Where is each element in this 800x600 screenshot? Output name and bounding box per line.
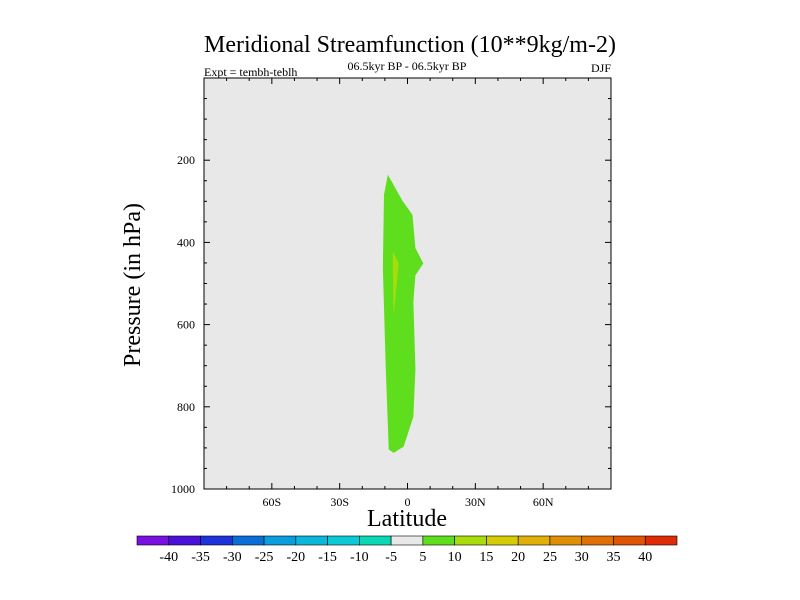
colorbar-swatch [486,535,519,546]
colorbar-label: -5 [385,550,397,565]
colorbar-swatch [359,535,392,546]
y-tick-label: 1000 [171,482,195,496]
colorbar-swatch [517,535,551,546]
colorbar-label: -15 [318,550,337,565]
x-tick-label: 60S [262,495,281,509]
y-tick-label: 400 [177,235,195,249]
colorbar-swatch [390,535,424,546]
colorbar-swatch [168,535,201,546]
colorbar-label: 5 [419,550,426,565]
contour-region-0 [382,174,424,453]
x-tick-label: 60N [533,495,554,509]
experiment-label: Expt = tembh-teblh [204,65,297,79]
colorbar-label: -30 [223,550,242,565]
period-label: 06.5kyr BP - 06.5kyr BP [348,59,467,73]
colorbar-label: 10 [448,550,462,565]
y-tick-label: 600 [177,318,195,332]
colorbar-swatch [200,535,233,546]
colorbar-label: -10 [350,550,369,565]
colorbar-label: 15 [479,550,493,565]
contour-region-1 [392,251,399,316]
colorbar-swatch [263,535,297,546]
colorbar-swatch [644,535,678,546]
chart-title: Meridional Streamfunction (10**9kg/m-2) [204,32,616,58]
colorbar-label: 20 [511,550,525,565]
colorbar-label: 30 [575,550,589,565]
colorbar-swatch [136,535,170,546]
colorbar-swatch [549,535,583,546]
colorbar-label: 40 [638,550,652,565]
colorbar-swatch [581,535,614,546]
colorbar-label: -40 [159,550,178,565]
colorbar-label: -25 [255,550,274,565]
colorbar-swatch [613,535,646,546]
colorbar-swatch [327,535,360,546]
colorbar-swatch [454,535,487,546]
x-tick-label: 30N [465,495,486,509]
y-axis-label: Pressure (in hPa) [120,203,146,367]
y-tick-label: 800 [177,400,195,414]
x-tick-label: 0 [405,495,411,509]
y-tick-label: 200 [177,153,195,167]
colorbar-swatch [231,535,265,546]
colorbar-label: -20 [286,550,305,565]
colorbar-swatch [422,535,455,546]
colorbar-label: 35 [606,550,620,565]
x-tick-label: 30S [330,495,349,509]
season-label: DJF [591,61,611,75]
colorbar-label: -35 [191,550,210,565]
x-axis-label: Latitude [367,506,447,532]
colorbar-swatch [295,535,328,546]
colorbar-label: 25 [543,550,557,565]
